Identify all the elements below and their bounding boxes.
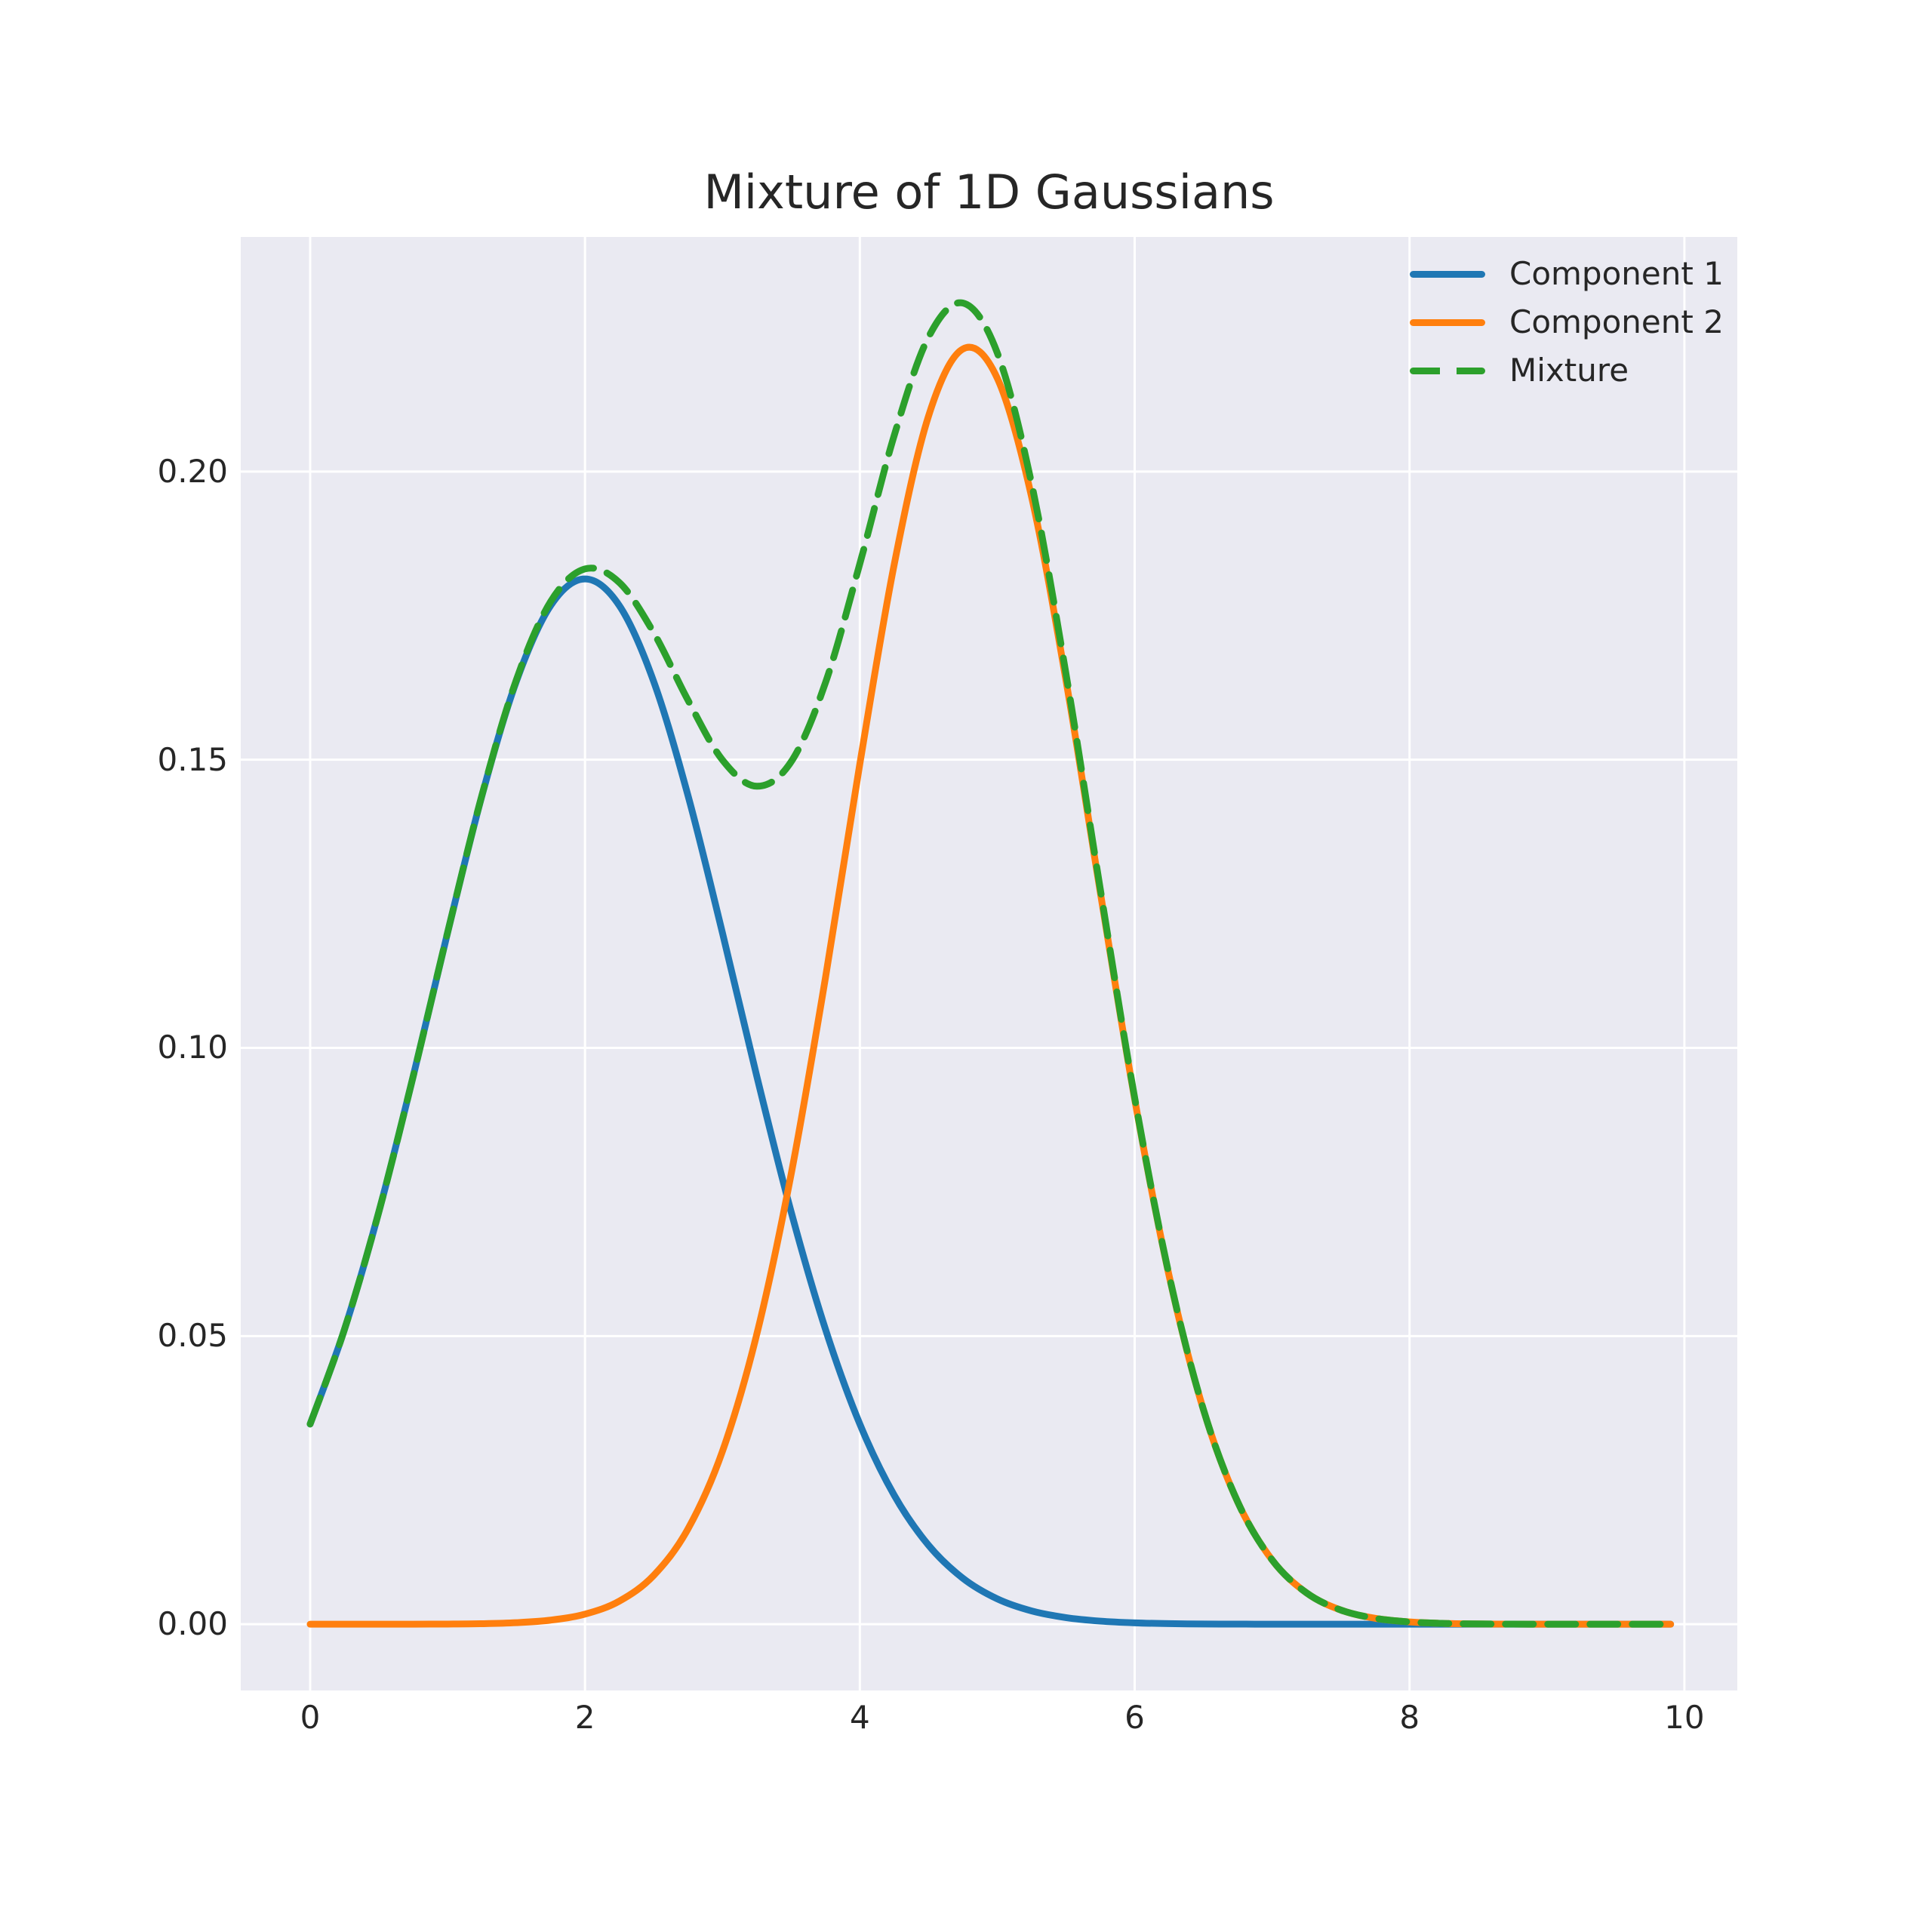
legend-label-component-2: Component 2 xyxy=(1509,303,1724,340)
x-tick-label-6: 6 xyxy=(1124,1699,1145,1736)
legend-label-mixture: Mixture xyxy=(1509,352,1629,389)
legend-item-component-2: Component 2 xyxy=(1410,298,1724,346)
legend-item-mixture: Mixture xyxy=(1410,346,1724,395)
y-tick-label-0.15: 0.15 xyxy=(157,740,228,778)
y-tick-label-0.10: 0.10 xyxy=(157,1029,228,1066)
legend-line-icon-component-1 xyxy=(1410,270,1485,278)
x-tick-label-4: 4 xyxy=(849,1699,870,1736)
legend: Component 1 Component 2 Mixture xyxy=(1410,250,1724,395)
chart-canvas xyxy=(241,237,1737,1690)
y-tick-label-0.00: 0.00 xyxy=(157,1605,228,1643)
legend-line-icon-component-2 xyxy=(1410,318,1485,326)
x-tick-label-2: 2 xyxy=(574,1699,595,1736)
chart-title: Mixture of 1D Gaussians xyxy=(703,165,1275,220)
component-2-line xyxy=(306,343,1675,1628)
y-tick-label-0.20: 0.20 xyxy=(157,452,228,490)
x-tick-label-0: 0 xyxy=(300,1699,321,1736)
legend-label-component-1: Component 1 xyxy=(1509,255,1724,292)
x-tick-label-10: 10 xyxy=(1664,1699,1705,1736)
y-tick-label-0.05: 0.05 xyxy=(157,1317,228,1355)
component-1-line xyxy=(306,575,1675,1628)
legend-item-component-1: Component 1 xyxy=(1410,250,1724,298)
x-tick-label-8: 8 xyxy=(1399,1699,1420,1736)
mixture-line xyxy=(306,299,1675,1628)
plot-area xyxy=(241,237,1737,1690)
legend-line-icon-mixture xyxy=(1410,367,1485,374)
gridlines xyxy=(241,237,1737,1690)
